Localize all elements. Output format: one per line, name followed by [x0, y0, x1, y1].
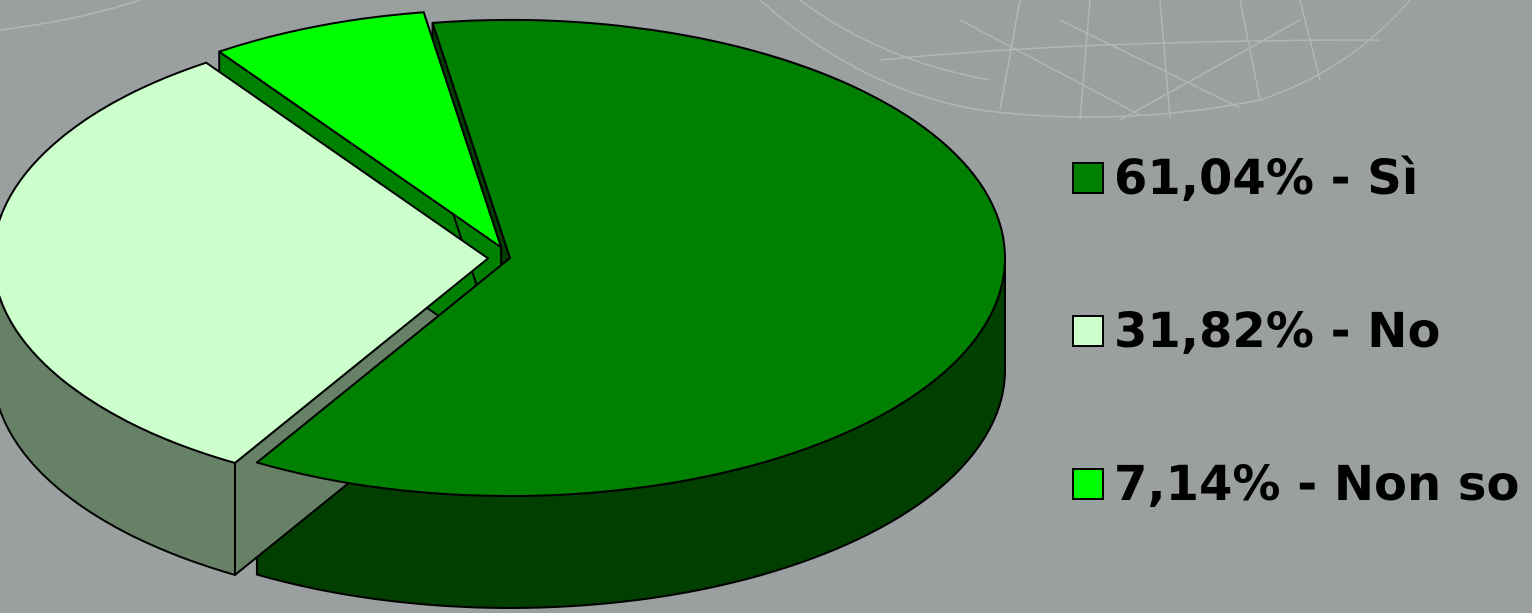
legend-label-non-so: 7,14% - Non so: [1114, 456, 1520, 512]
pie-slice-non-so: [218, 11, 503, 249]
pie-slice-no: [0, 61, 490, 464]
pie-chart: [0, 11, 1006, 609]
legend-label-si: 61,04% - Sì: [1114, 150, 1419, 206]
legend-swatch-si: [1072, 162, 1104, 194]
legend-item-si: 61,04% - Sì: [1072, 148, 1522, 208]
legend-item-non-so: 7,14% - Non so: [1072, 454, 1522, 514]
pie-slice-s: [255, 19, 1006, 497]
chart-legend: 61,04% - Sì 31,82% - No 7,14% - Non so: [1072, 148, 1522, 607]
legend-swatch-no: [1072, 315, 1104, 347]
legend-swatch-non-so: [1072, 468, 1104, 500]
legend-item-no: 31,82% - No: [1072, 301, 1522, 361]
legend-label-no: 31,82% - No: [1114, 303, 1441, 359]
